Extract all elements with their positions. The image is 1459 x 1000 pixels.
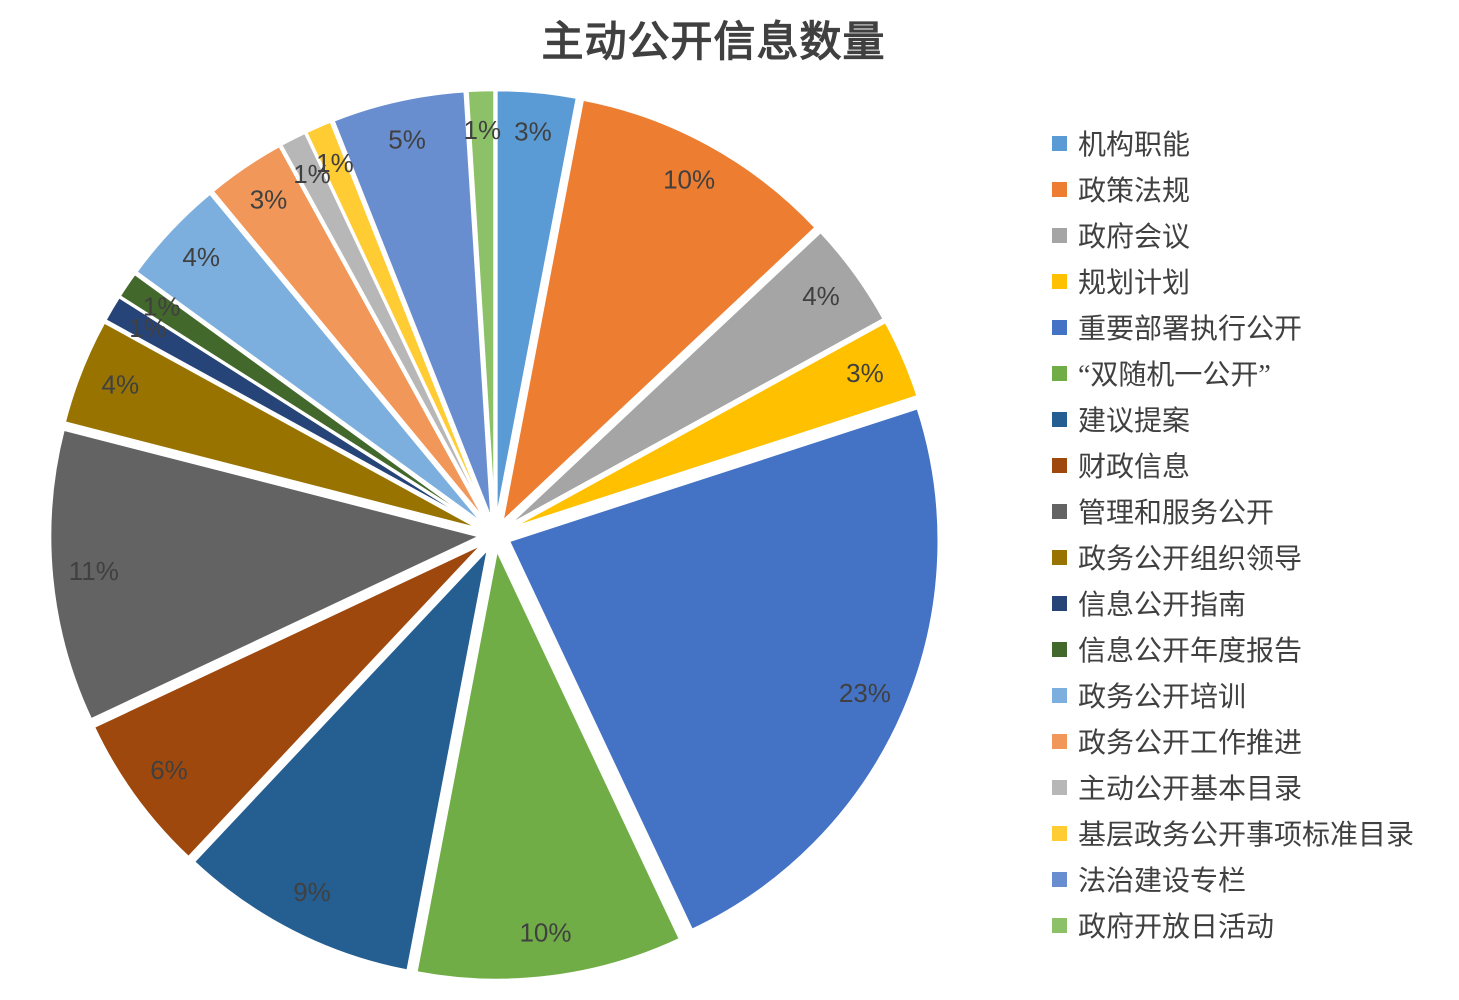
slice-label-1: 3% [514,117,552,147]
legend-item-10: 政务公开组织领导 [1052,534,1414,580]
slice-label-8: 6% [150,755,188,785]
slice-label-2: 10% [663,165,715,195]
slice-label-15: 1% [293,159,331,189]
legend-item-4: 规划计划 [1052,258,1414,304]
legend-label: 主动公开基本目录 [1078,774,1303,805]
legend-label: 政务公开培训 [1078,682,1247,713]
legend-label: 政府开放日活动 [1078,912,1275,943]
pie-slice-7 [192,547,490,972]
slice-label-3: 4% [802,281,840,311]
legend-item-5: 重要部署执行公开 [1052,304,1414,350]
slice-label-9: 11% [69,556,119,586]
legend-label: 信息公开指南 [1078,590,1247,621]
slice-label-10: 4% [102,369,140,399]
legend-label: 信息公开年度报告 [1078,636,1303,667]
chart-title: 主动公开信息数量 [541,20,886,66]
legend-item-16: 基层政务公开事项标准目录 [1052,810,1414,856]
legend-swatch-icon [1052,641,1067,657]
slice-label-18: 1% [464,115,502,145]
pie-slice-4 [507,320,919,531]
legend-swatch-icon [1052,135,1067,151]
legend-label: 财政信息 [1078,452,1191,483]
legend-swatch-icon [1052,503,1067,519]
legend-swatch-icon [1052,595,1067,611]
slice-label-7: 9% [293,877,331,907]
slice-label-16: 1% [316,148,354,178]
slice-label-11: 1% [129,313,167,343]
slice-label-14: 3% [250,185,288,215]
legend-swatch-icon [1052,273,1067,289]
legend-item-2: 政策法规 [1052,166,1414,212]
legend-item-1: 机构职能 [1052,120,1414,166]
legend-label: 政府会议 [1078,222,1191,253]
legend-item-13: 政务公开培训 [1052,672,1414,718]
slice-label-4: 3% [846,358,884,388]
pie-slice-14 [211,144,488,524]
legend-swatch-icon [1052,549,1067,565]
legend-item-18: 政府开放日活动 [1052,902,1414,948]
slice-label-5: 23% [839,678,891,708]
legend-swatch-icon [1052,871,1067,887]
legend-label: 基层政务公开事项标准目录 [1078,820,1415,851]
legend-swatch-icon [1052,181,1067,197]
pie-slice-3 [505,230,886,528]
legend-label: 管理和服务公开 [1078,498,1275,529]
legend-swatch-icon [1052,825,1067,841]
legend-label: 政务公开组织领导 [1078,544,1303,575]
legend-label: 重要部署执行公开 [1078,314,1303,345]
legend-item-11: 信息公开指南 [1052,580,1414,626]
pie-slice-16 [304,120,491,523]
legend-item-8: 财政信息 [1052,442,1414,488]
pie-slice-6 [415,548,682,982]
slice-label-6: 10% [519,918,571,948]
legend-swatch-icon [1052,227,1067,243]
legend-item-15: 主动公开基本目录 [1052,764,1414,810]
legend-swatch-icon [1052,733,1067,749]
legend-label: 政务公开工作推进 [1078,728,1303,759]
pie-slice-5 [507,406,940,932]
legend-swatch-icon [1052,779,1067,795]
legend-item-17: 法治建设专栏 [1052,856,1414,902]
legend-swatch-icon [1052,365,1067,381]
pie-slice-17 [332,89,493,522]
legend-item-6: “双随机一公开” [1052,350,1414,396]
pie-slice-12 [118,272,484,528]
slice-label-17: 5% [388,125,426,155]
legend-swatch-icon [1052,917,1067,933]
legend-item-7: 建议提案 [1052,396,1414,442]
legend-swatch-icon [1052,687,1067,703]
legend-item-9: 管理和服务公开 [1052,488,1414,534]
slice-label-13: 4% [182,242,220,272]
pie-slice-8 [92,542,485,859]
legend-swatch-icon [1052,319,1067,335]
pie-slice-2 [500,98,817,524]
legend: 机构职能政策法规政府会议规划计划重要部署执行公开 “双随机一公开” 建议提案财政信息… [1052,120,1414,948]
legend-swatch-icon [1052,457,1067,473]
slice-label-12: 1% [143,291,181,321]
legend-label: 法治建设专栏 [1078,866,1247,897]
legend-label: 建议提案 [1078,406,1191,437]
legend-label: “双随机一公开” [1078,360,1271,391]
legend-label: 规划计划 [1078,268,1191,299]
pie-slice-13 [134,192,486,526]
pie-slice-18 [466,88,496,522]
pie-slice-1 [495,88,579,522]
legend-item-3: 政府会议 [1052,212,1414,258]
legend-label: 机构职能 [1078,130,1191,161]
legend-item-14: 政务公开工作推进 [1052,718,1414,764]
legend-swatch-icon [1052,411,1067,427]
legend-item-12: 信息公开年度报告 [1052,626,1414,672]
pie-slice-10 [63,321,483,531]
legend-label: 政策法规 [1078,176,1191,207]
pie-slice-9 [48,428,482,721]
